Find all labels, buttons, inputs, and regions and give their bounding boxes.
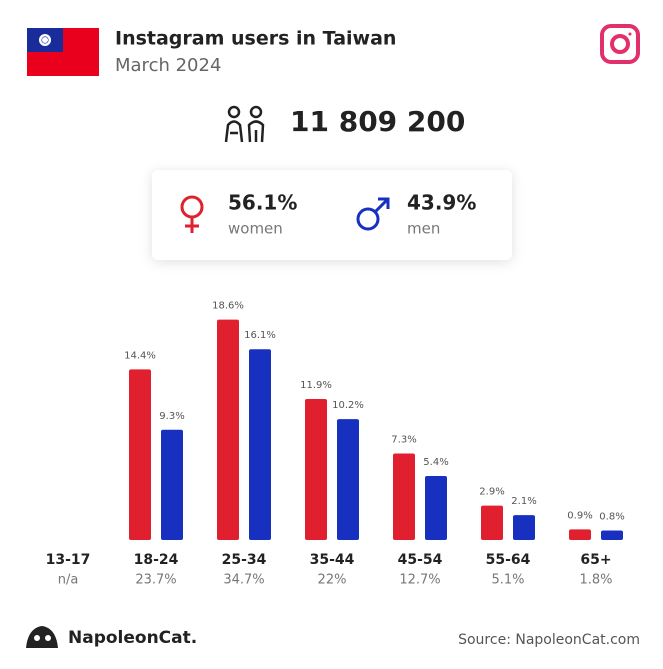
category-total: n/a bbox=[58, 573, 79, 588]
bar bbox=[161, 429, 183, 540]
bar bbox=[601, 530, 623, 540]
value-label: 18.6% bbox=[212, 301, 244, 312]
female-icon bbox=[180, 195, 204, 233]
bar bbox=[217, 319, 239, 540]
bar bbox=[129, 369, 151, 540]
brand: NapoleonCat. bbox=[68, 628, 197, 648]
total-users: 11 809 200 bbox=[290, 105, 465, 138]
value-label: 11.9% bbox=[300, 380, 332, 391]
women-label: women bbox=[228, 220, 283, 238]
category-label: 45-54 bbox=[398, 552, 443, 568]
subtitle: March 2024 bbox=[115, 55, 221, 76]
category-total: 1.8% bbox=[579, 573, 612, 588]
category-label: 55-64 bbox=[486, 552, 531, 568]
bar bbox=[425, 476, 447, 540]
bar bbox=[481, 505, 503, 540]
value-label: 5.4% bbox=[423, 457, 448, 468]
value-label: 2.1% bbox=[511, 496, 536, 507]
category-label: 35-44 bbox=[310, 552, 355, 568]
bar-chart: 13-17 n/a 18-24 23.7% 14.4% 9.3% 25-34 34.7% 18.… bbox=[46, 301, 625, 588]
value-label: 0.9% bbox=[567, 510, 592, 521]
bar bbox=[305, 398, 327, 540]
bar bbox=[569, 529, 591, 540]
value-label: 0.8% bbox=[599, 512, 624, 523]
title: Instagram users in Taiwan bbox=[115, 28, 396, 50]
instagram-icon bbox=[600, 24, 640, 64]
category-label: 13-17 bbox=[46, 552, 91, 568]
value-label: 9.3% bbox=[159, 411, 184, 422]
gender-box bbox=[152, 170, 512, 260]
value-label: 14.4% bbox=[124, 350, 156, 361]
bar bbox=[393, 453, 415, 540]
bar bbox=[513, 515, 535, 540]
category-total: 12.7% bbox=[399, 573, 440, 588]
napoleoncat-logo bbox=[26, 626, 58, 648]
men-label: men bbox=[407, 220, 440, 238]
value-label: 10.2% bbox=[332, 400, 364, 411]
bar bbox=[249, 349, 271, 540]
category-label: 18-24 bbox=[134, 552, 179, 568]
value-label: 16.1% bbox=[244, 330, 276, 341]
bar bbox=[337, 419, 359, 540]
value-label: 2.9% bbox=[479, 487, 504, 498]
men-share: 43.9% bbox=[407, 191, 476, 215]
category-label: 25-34 bbox=[222, 552, 267, 568]
category-total: 22% bbox=[318, 573, 347, 588]
source: Source: NapoleonCat.com bbox=[458, 632, 640, 648]
category-total: 23.7% bbox=[135, 573, 176, 588]
male-icon bbox=[356, 197, 390, 231]
women-share: 56.1% bbox=[228, 191, 297, 215]
users-icon bbox=[224, 105, 265, 143]
flag bbox=[27, 28, 99, 76]
category-total: 5.1% bbox=[491, 573, 524, 588]
category-total: 34.7% bbox=[223, 573, 264, 588]
value-label: 7.3% bbox=[391, 434, 416, 445]
category-label: 65+ bbox=[580, 552, 611, 568]
